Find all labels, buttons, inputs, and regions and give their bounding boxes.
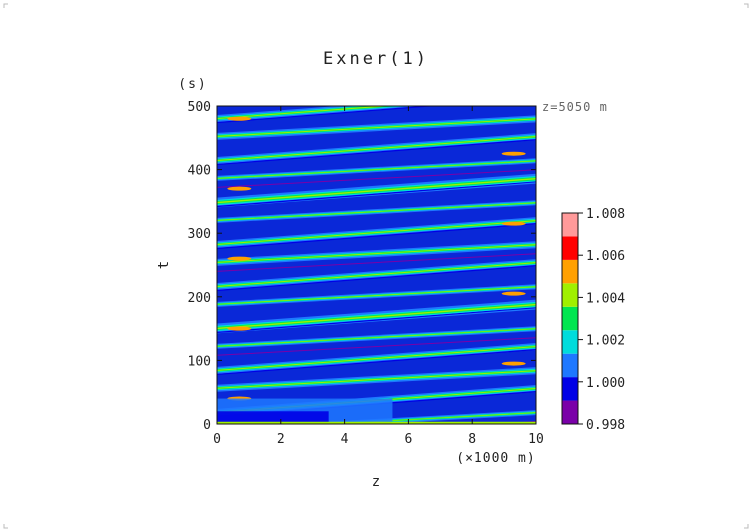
x-tick-label: 10 bbox=[528, 432, 544, 447]
x-tick-label: 6 bbox=[404, 432, 412, 447]
colorbar-tick-label: 1.008 bbox=[586, 207, 625, 222]
contour-band bbox=[215, 0, 538, 11]
contour-band bbox=[215, 2, 538, 20]
contour-band bbox=[215, 0, 538, 11]
contour-band bbox=[217, 348, 536, 376]
contour-band bbox=[217, 223, 536, 250]
colorbar-segment bbox=[562, 236, 578, 260]
contour-band bbox=[215, 11, 538, 35]
y-tick-label: 200 bbox=[188, 291, 211, 306]
colorbar-tick-label: 1.002 bbox=[586, 334, 625, 349]
y-tick-label: 400 bbox=[188, 164, 211, 179]
colorbar-segment bbox=[562, 400, 578, 424]
contour-band bbox=[217, 220, 536, 245]
contour-band bbox=[217, 181, 536, 208]
contour-band bbox=[217, 202, 536, 221]
contour-maximum bbox=[501, 291, 526, 296]
contour-maximum bbox=[227, 186, 252, 191]
contour-band bbox=[215, 14, 538, 39]
y-tick-label: 100 bbox=[188, 354, 211, 369]
contour-maximum bbox=[227, 256, 252, 261]
contour-band bbox=[217, 136, 536, 162]
y-unit-label: (s) bbox=[178, 77, 207, 92]
colorbar-segment bbox=[562, 377, 578, 401]
x-tick-label: 8 bbox=[468, 432, 476, 447]
y-tick-label: 300 bbox=[188, 227, 211, 242]
plot-frame bbox=[216, 105, 537, 425]
y-tick-label: 0 bbox=[203, 418, 211, 433]
x-unit-label: (×1000 m) bbox=[456, 451, 535, 466]
colorbar-segment bbox=[562, 259, 578, 284]
contour-band bbox=[217, 370, 536, 389]
contour-band bbox=[215, 77, 538, 95]
contour-band bbox=[217, 106, 392, 120]
contour-band bbox=[215, 77, 538, 95]
chart-title: Exner(1) bbox=[323, 49, 429, 69]
contour-band bbox=[215, 86, 538, 104]
contour-maximum bbox=[227, 116, 252, 121]
contour-maximum bbox=[501, 151, 526, 156]
x-axis-label: z bbox=[372, 474, 380, 490]
colorbar-segment bbox=[562, 283, 578, 307]
colorbar-tick-label: 1.006 bbox=[586, 249, 625, 264]
contour-maximum bbox=[501, 361, 526, 366]
z-position-annotation: z=5050 m bbox=[542, 100, 608, 114]
contour-region bbox=[217, 411, 329, 424]
y-axis: 0 100 200 300 400 500 bbox=[188, 100, 536, 433]
contour-band bbox=[217, 177, 536, 204]
contour-band bbox=[217, 265, 536, 292]
page-corner-marks bbox=[3, 3, 749, 529]
contour-band bbox=[217, 244, 536, 263]
contour-band bbox=[217, 303, 536, 330]
contour-band bbox=[217, 286, 536, 305]
contour-band bbox=[217, 328, 536, 347]
y-tick-label: 500 bbox=[188, 100, 211, 115]
contour-band bbox=[217, 337, 536, 356]
contour-band bbox=[215, 11, 538, 35]
contour-band bbox=[215, 77, 538, 95]
contour-band bbox=[217, 160, 536, 179]
colorbar-frame bbox=[561, 212, 579, 425]
contour-band bbox=[217, 346, 536, 371]
contour-band bbox=[215, 77, 538, 95]
plot-area bbox=[215, 0, 538, 425]
y-axis-label: t bbox=[156, 261, 172, 269]
x-tick-label: 0 bbox=[213, 432, 221, 447]
contour-band bbox=[217, 139, 536, 166]
contour-band bbox=[217, 262, 536, 287]
contour-band bbox=[217, 106, 438, 124]
colorbar-tick-label: 1.000 bbox=[586, 376, 625, 391]
contour-band bbox=[215, 11, 538, 35]
colorbar-tick-label: 0.998 bbox=[586, 418, 625, 433]
x-tick-label: 4 bbox=[341, 432, 349, 447]
contour-band bbox=[215, 11, 538, 35]
contour-band bbox=[217, 118, 536, 137]
contour-band bbox=[217, 306, 536, 334]
contour-band bbox=[217, 253, 536, 272]
colorbar-segment bbox=[562, 213, 578, 237]
colorbar-segment bbox=[562, 330, 578, 354]
contour-band bbox=[215, 0, 538, 11]
contour-band bbox=[217, 169, 536, 188]
x-axis: 0 2 4 6 8 10 bbox=[213, 106, 544, 447]
contour-field bbox=[215, 0, 538, 424]
colorbar-tick-label: 1.004 bbox=[586, 291, 625, 306]
contour-band bbox=[215, 0, 538, 11]
contour-maximum bbox=[501, 221, 526, 226]
colorbar: 0.998 1.000 1.002 1.004 1.006 1.008 bbox=[561, 207, 625, 433]
colorbar-segment bbox=[562, 353, 578, 378]
x-tick-label: 2 bbox=[277, 432, 285, 447]
contour-maximum bbox=[227, 326, 252, 331]
colorbar-segment bbox=[562, 306, 578, 331]
